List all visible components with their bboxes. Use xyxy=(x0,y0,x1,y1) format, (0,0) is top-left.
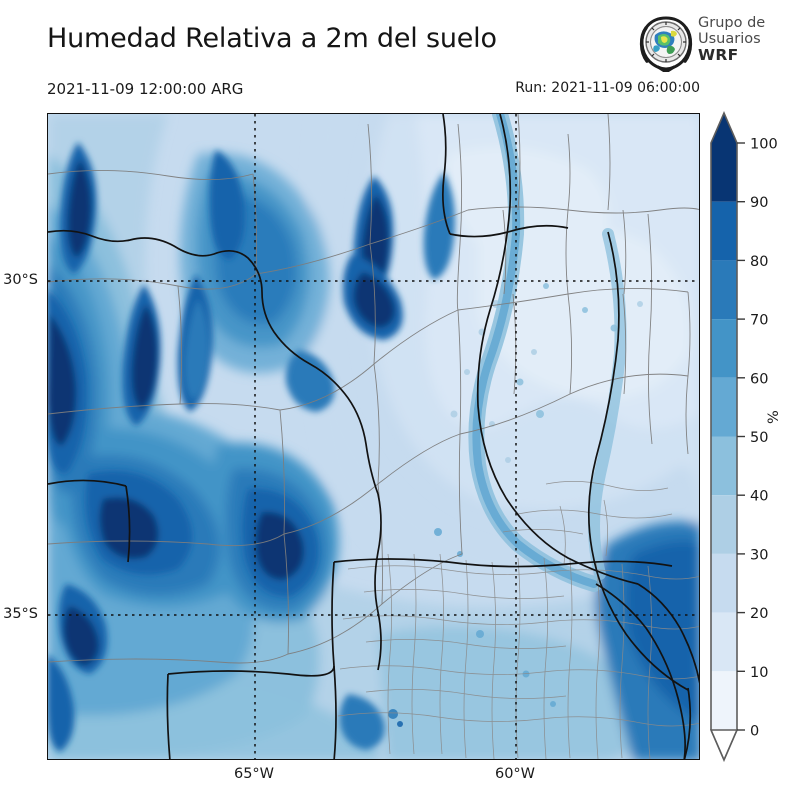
lon-tick-60w: 60°W xyxy=(494,766,536,782)
colorbar-tick-label: 70 xyxy=(750,313,768,329)
colorbar-tick-label: 0 xyxy=(750,724,759,740)
colorbar-tick-label: 40 xyxy=(750,489,768,505)
brand-logo: Grupo de Usuarios WRF xyxy=(638,14,796,74)
colorbar-tick-label: 90 xyxy=(750,195,768,211)
colorbar-svg: 100 90 80 70 60 50 40 30 20 10 0 xyxy=(709,110,778,763)
colorbar-tick-label: 10 xyxy=(750,665,768,681)
colorbar-tick-labels: 100 90 80 70 60 50 40 30 20 10 0 xyxy=(750,137,778,740)
colorbar-tick-label: 80 xyxy=(750,254,768,270)
valid-time-label: 2021-11-09 12:00:00 ARG xyxy=(47,80,244,98)
logo-line-3: WRF xyxy=(698,46,739,64)
colorbar-ticks xyxy=(737,142,745,731)
run-time-label: Run: 2021-11-09 06:00:00 xyxy=(515,80,700,96)
colorbar-unit-label: % xyxy=(766,410,782,424)
brand-logo-text: Grupo de Usuarios WRF xyxy=(698,15,796,63)
colorbar: 100 90 80 70 60 50 40 30 20 10 0 xyxy=(704,108,800,764)
lat-tick-30s: 30°S xyxy=(3,272,38,288)
colorbar-bands xyxy=(711,143,737,730)
colorbar-tick-label: 50 xyxy=(750,430,768,446)
colorbar-extend-max xyxy=(711,113,737,143)
lat-tick-35s: 35°S xyxy=(3,606,38,622)
colorbar-tick-label: 60 xyxy=(750,371,768,387)
logo-line-2: Usuarios xyxy=(698,31,761,47)
colorbar-tick-label: 30 xyxy=(750,547,768,563)
page-title: Humedad Relativa a 2m del suelo xyxy=(47,23,497,54)
humidity-contour-map xyxy=(48,114,699,759)
lon-tick-65w: 65°W xyxy=(233,766,275,782)
globe-emblem-icon xyxy=(638,14,694,74)
colorbar-extend-min xyxy=(709,729,739,762)
colorbar-tick-label: 100 xyxy=(750,137,778,153)
logo-line-1: Grupo de xyxy=(698,15,766,31)
colorbar-tick-label: 20 xyxy=(750,606,768,622)
map-panel[interactable] xyxy=(47,113,700,760)
